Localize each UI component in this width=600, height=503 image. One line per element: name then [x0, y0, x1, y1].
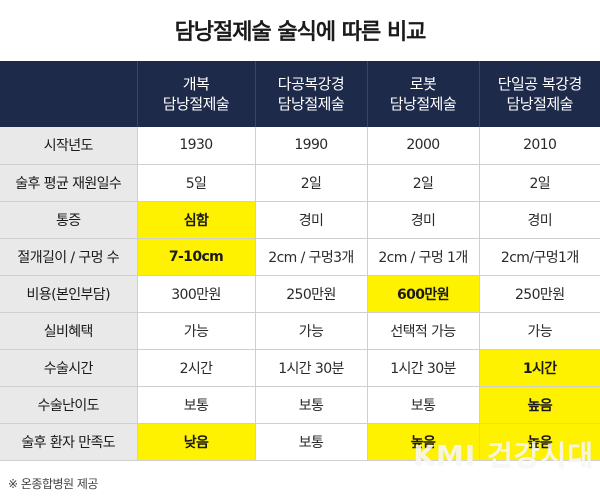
- header-line2: 담낭절제술: [277, 95, 345, 113]
- table-cell: 보통: [136, 386, 255, 424]
- table-body: 시작년도 1930 1990 2000 2010 술후 평균 재원일수 5일 2일 2일 2일 통증…: [0, 127, 600, 461]
- table-cell: 250만원: [254, 275, 367, 313]
- table-cell-highlighted: 1시간: [478, 349, 600, 387]
- table-cell: 1990: [254, 127, 367, 165]
- table-cell-highlighted: 높음: [478, 423, 600, 461]
- header-open-cholecystectomy: 개복 담낭절제술: [136, 61, 255, 127]
- table-row: 수술시간 2시간 1시간 30분 1시간 30분 1시간: [0, 349, 600, 387]
- header-robotic: 로봇 담낭절제술: [366, 61, 479, 127]
- table-cell-highlighted: 높음: [366, 423, 479, 461]
- table-row: 비용(본인부담) 300만원 250만원 600만원 250만원: [0, 275, 600, 313]
- table-cell: 2일: [254, 164, 367, 202]
- table-row: 수술난이도 보통 보통 보통 높음: [0, 386, 600, 424]
- row-label: 수술시간: [0, 349, 137, 387]
- header-line1: 로봇: [409, 75, 437, 93]
- header-line1: 단일공 복강경: [497, 75, 583, 93]
- header-multiport-laparoscopic: 다공복강경 담낭절제술: [254, 61, 367, 127]
- header-line2: 담낭절제술: [162, 95, 230, 113]
- table-cell: 보통: [254, 386, 367, 424]
- table-cell: 보통: [366, 386, 479, 424]
- table-cell: 250만원: [478, 275, 600, 313]
- table-header: 개복 담낭절제술 다공복강경 담낭절제술 로봇 담낭절제술 단일공 복강경 담낭…: [0, 61, 600, 127]
- table-cell: 5일: [136, 164, 255, 202]
- table-row: 술후 환자 만족도 낮음 보통 높음 높음: [0, 423, 600, 461]
- table-row: 시작년도 1930 1990 2000 2010: [0, 127, 600, 165]
- comparison-table: 개복 담낭절제술 다공복강경 담낭절제술 로봇 담낭절제술 단일공 복강경 담낭…: [0, 61, 600, 461]
- table-row: 술후 평균 재원일수 5일 2일 2일 2일: [0, 164, 600, 202]
- table-cell: 2cm / 구멍 1개: [366, 238, 479, 276]
- table-cell: 1930: [136, 127, 255, 165]
- row-label: 술후 평균 재원일수: [0, 164, 137, 202]
- header-line2: 담낭절제술: [506, 95, 573, 113]
- table-cell: 보통: [254, 423, 367, 461]
- row-label: 시작년도: [0, 127, 137, 165]
- table-cell: 1시간 30분: [366, 349, 479, 387]
- table-cell-highlighted: 높음: [478, 386, 600, 424]
- table-row: 통증 심함 경미 경미 경미: [0, 201, 600, 239]
- row-label: 비용(본인부담): [0, 275, 137, 313]
- table-cell: 가능: [254, 312, 367, 350]
- table-row: 실비혜택 가능 가능 선택적 가능 가능: [0, 312, 600, 350]
- header-line2: 담낭절제술: [389, 95, 457, 113]
- table-cell-highlighted: 낮음: [136, 423, 255, 461]
- table-cell: 경미: [366, 201, 479, 239]
- table-cell: 300만원: [136, 275, 255, 313]
- table-cell-highlighted: 600만원: [366, 275, 479, 313]
- table-cell: 2시간: [136, 349, 255, 387]
- table-cell: 2010: [478, 127, 600, 165]
- table-cell: 2일: [366, 164, 479, 202]
- header-line1: 개복: [182, 75, 210, 93]
- header-line1: 다공복강경: [277, 75, 345, 93]
- header-row: 개복 담낭절제술 다공복강경 담낭절제술 로봇 담낭절제술 단일공 복강경 담낭…: [0, 61, 600, 127]
- table-cell: 경미: [254, 201, 367, 239]
- row-label: 절개길이 / 구멍 수: [0, 238, 137, 276]
- table-cell-highlighted: 심함: [136, 201, 255, 239]
- table-cell: 가능: [136, 312, 255, 350]
- table-cell: 2일: [478, 164, 600, 202]
- row-label: 실비혜택: [0, 312, 137, 350]
- table-row: 절개길이 / 구멍 수 7-10cm 2cm / 구멍3개 2cm / 구멍 1개 2c…: [0, 238, 600, 276]
- header-single-port-laparoscopic: 단일공 복강경 담낭절제술: [478, 61, 600, 127]
- row-label: 수술난이도: [0, 386, 137, 424]
- row-label: 술후 환자 만족도: [0, 423, 137, 461]
- table-cell: 선택적 가능: [366, 312, 479, 350]
- source-note: ※ 온종합병원 제공: [8, 477, 98, 491]
- table-cell: 2000: [366, 127, 479, 165]
- table-cell: 경미: [478, 201, 600, 239]
- table-cell: 1시간 30분: [254, 349, 367, 387]
- table-cell: 2cm / 구멍3개: [254, 238, 367, 276]
- row-label: 통증: [0, 201, 137, 239]
- page-title: 담낭절제술 술식에 따른 비교: [174, 20, 427, 45]
- table-cell: 가능: [478, 312, 600, 350]
- table-cell: 2cm/구멍1개: [478, 238, 600, 276]
- table-cell-highlighted: 7-10cm: [136, 238, 255, 276]
- header-corner: [0, 61, 137, 127]
